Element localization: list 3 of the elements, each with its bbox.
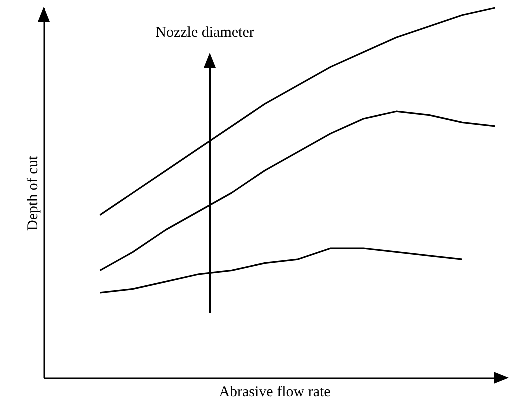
- annotation: Nozzle diameter: [156, 25, 254, 41]
- y-axis-title: Depth of cut: [26, 155, 42, 231]
- x-axis-title: Abrasive flow rate: [219, 384, 332, 400]
